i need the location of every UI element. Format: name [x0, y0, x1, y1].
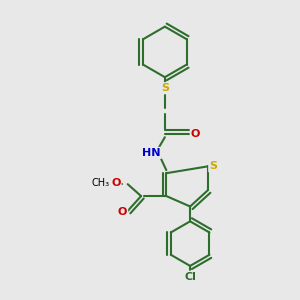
Text: O: O: [118, 207, 127, 218]
Text: S: S: [161, 83, 169, 93]
Text: O: O: [191, 129, 200, 139]
Text: CH₃: CH₃: [92, 178, 110, 188]
Text: Cl: Cl: [184, 272, 196, 282]
Text: HN: HN: [142, 148, 161, 158]
Text: S: S: [209, 161, 217, 171]
Text: O: O: [111, 178, 121, 188]
